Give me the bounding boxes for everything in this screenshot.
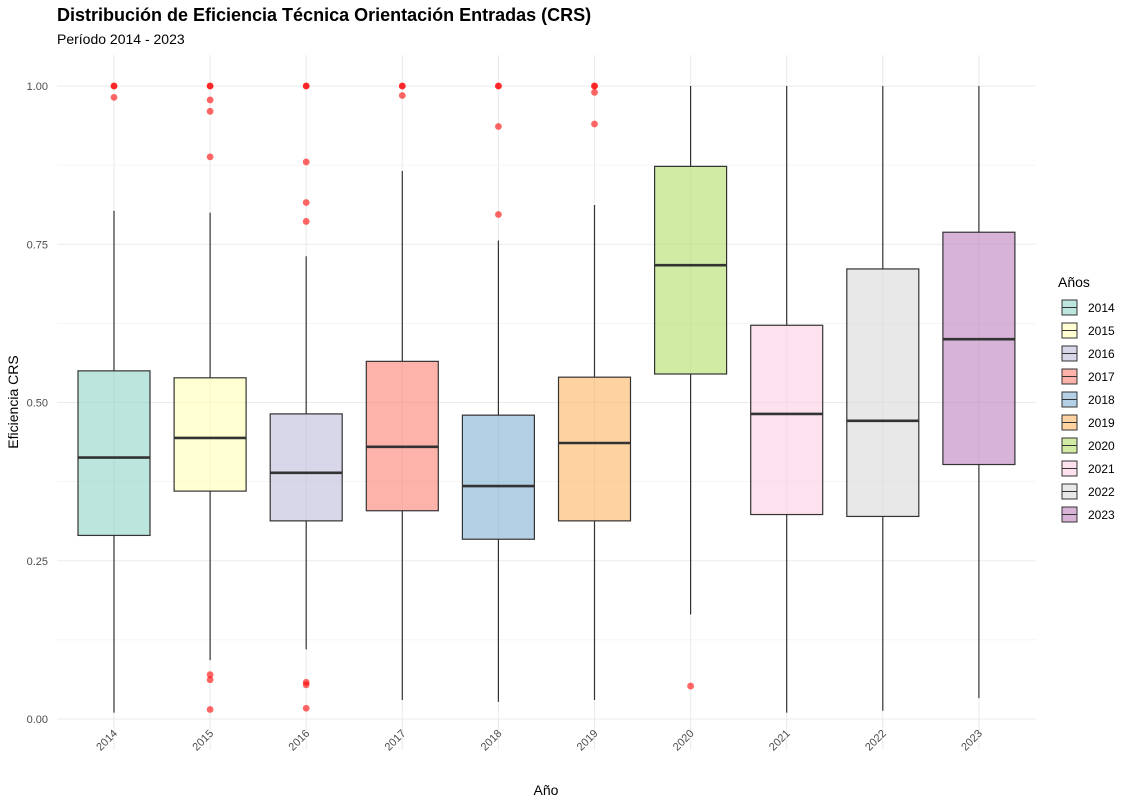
legend-label: 2015 — [1088, 324, 1115, 338]
outlier-point — [206, 706, 214, 713]
legend-item-2018: 2018 — [1061, 391, 1115, 408]
box-body — [653, 165, 728, 375]
box-2017 — [365, 82, 439, 701]
outlier-point — [110, 93, 118, 101]
x-tick-label: 2016 — [287, 728, 313, 754]
outlier-point — [398, 92, 406, 99]
box-body — [269, 413, 343, 522]
box-body — [173, 377, 247, 492]
outlier-point — [302, 681, 310, 689]
outlier-point — [302, 704, 310, 712]
y-tick-label: 0.50 — [27, 398, 48, 410]
legend-item-2020: 2020 — [1061, 437, 1115, 454]
outlier-point — [206, 676, 214, 684]
x-tick-label: 2014 — [94, 728, 120, 754]
x-tick-label: 2021 — [767, 728, 793, 754]
legend-label: 2018 — [1088, 393, 1115, 407]
legend-item-2015: 2015 — [1061, 322, 1115, 339]
outlier-point — [591, 82, 598, 90]
box-body — [942, 231, 1016, 466]
outlier-point — [206, 96, 214, 104]
box-2016 — [269, 82, 343, 712]
y-axis-ticks: 0.00 0.25 0.50 0.75 1.00 — [27, 81, 48, 726]
y-tick-label: 0.75 — [27, 239, 48, 251]
x-tick-label: 2022 — [863, 728, 889, 754]
x-tick-label: 2020 — [671, 728, 697, 754]
x-tick-label: 2019 — [575, 728, 601, 754]
outlier-point — [398, 82, 406, 90]
outlier-point — [495, 211, 502, 218]
box-2021 — [750, 86, 824, 713]
box-2019 — [557, 82, 632, 701]
legend-label: 2023 — [1088, 508, 1115, 522]
legend-label: 2020 — [1088, 439, 1115, 453]
box-2018 — [461, 82, 535, 702]
box-body — [750, 324, 824, 516]
outlier-point — [110, 82, 118, 90]
legend-item-2021: 2021 — [1061, 460, 1115, 477]
chart-subtitle: Período 2014 - 2023 — [57, 31, 185, 47]
legend-label: 2019 — [1088, 416, 1115, 430]
outlier-point — [687, 682, 694, 690]
legend-item-2022: 2022 — [1061, 483, 1115, 500]
box-2020 — [653, 86, 728, 690]
x-tick-label: 2023 — [959, 728, 985, 754]
box-2023 — [942, 86, 1016, 699]
x-tick-label: 2018 — [479, 728, 505, 754]
outlier-point — [302, 218, 310, 225]
outlier-point — [495, 82, 502, 90]
box-body — [846, 268, 920, 518]
legend-item-2014: 2014 — [1061, 299, 1115, 316]
outlier-point — [302, 158, 310, 166]
box-2015 — [173, 82, 247, 713]
x-tick-label: 2017 — [383, 728, 409, 754]
outlier-point — [302, 199, 310, 206]
outlier-point — [495, 123, 502, 130]
legend-item-2023: 2023 — [1061, 506, 1115, 523]
outlier-point — [206, 671, 214, 679]
x-axis-title: Año — [534, 782, 559, 798]
legend-label: 2014 — [1088, 301, 1115, 315]
y-tick-label: 0.25 — [27, 556, 48, 568]
legend-title: Años — [1058, 274, 1090, 290]
chart-title: Distribución de Eficiencia Técnica Orien… — [57, 5, 591, 25]
y-tick-label: 1.00 — [27, 81, 48, 93]
outlier-point — [591, 88, 598, 96]
legend-label: 2016 — [1088, 347, 1115, 361]
x-axis-ticks: 2014 2015 2016 2017 2018 2019 2020 2021 2022 2023 — [94, 728, 985, 754]
legend-item-2019: 2019 — [1061, 414, 1115, 431]
legend-label: 2022 — [1088, 485, 1115, 499]
legend-item-2017: 2017 — [1061, 368, 1115, 385]
x-tick-label: 2015 — [190, 728, 216, 754]
box-body — [461, 414, 535, 540]
outlier-point — [206, 82, 214, 90]
legend-label: 2021 — [1088, 462, 1115, 476]
box-body — [557, 376, 632, 522]
outlier-point — [206, 153, 214, 161]
boxes — [77, 82, 1016, 713]
outlier-point — [591, 120, 598, 128]
box-2022 — [846, 86, 920, 711]
outlier-point — [302, 82, 310, 90]
legend: Años 2014 2015 2016 2017 2018 2019 2020 2021 202… — [1058, 274, 1115, 523]
box-body — [77, 370, 151, 537]
y-axis-title: Eficiencia CRS — [5, 355, 21, 448]
box-2014 — [77, 82, 151, 713]
legend-label: 2017 — [1088, 370, 1115, 384]
box-body — [365, 360, 439, 512]
legend-item-2016: 2016 — [1061, 345, 1115, 362]
outlier-point — [206, 107, 214, 115]
y-tick-label: 0.00 — [27, 714, 48, 726]
